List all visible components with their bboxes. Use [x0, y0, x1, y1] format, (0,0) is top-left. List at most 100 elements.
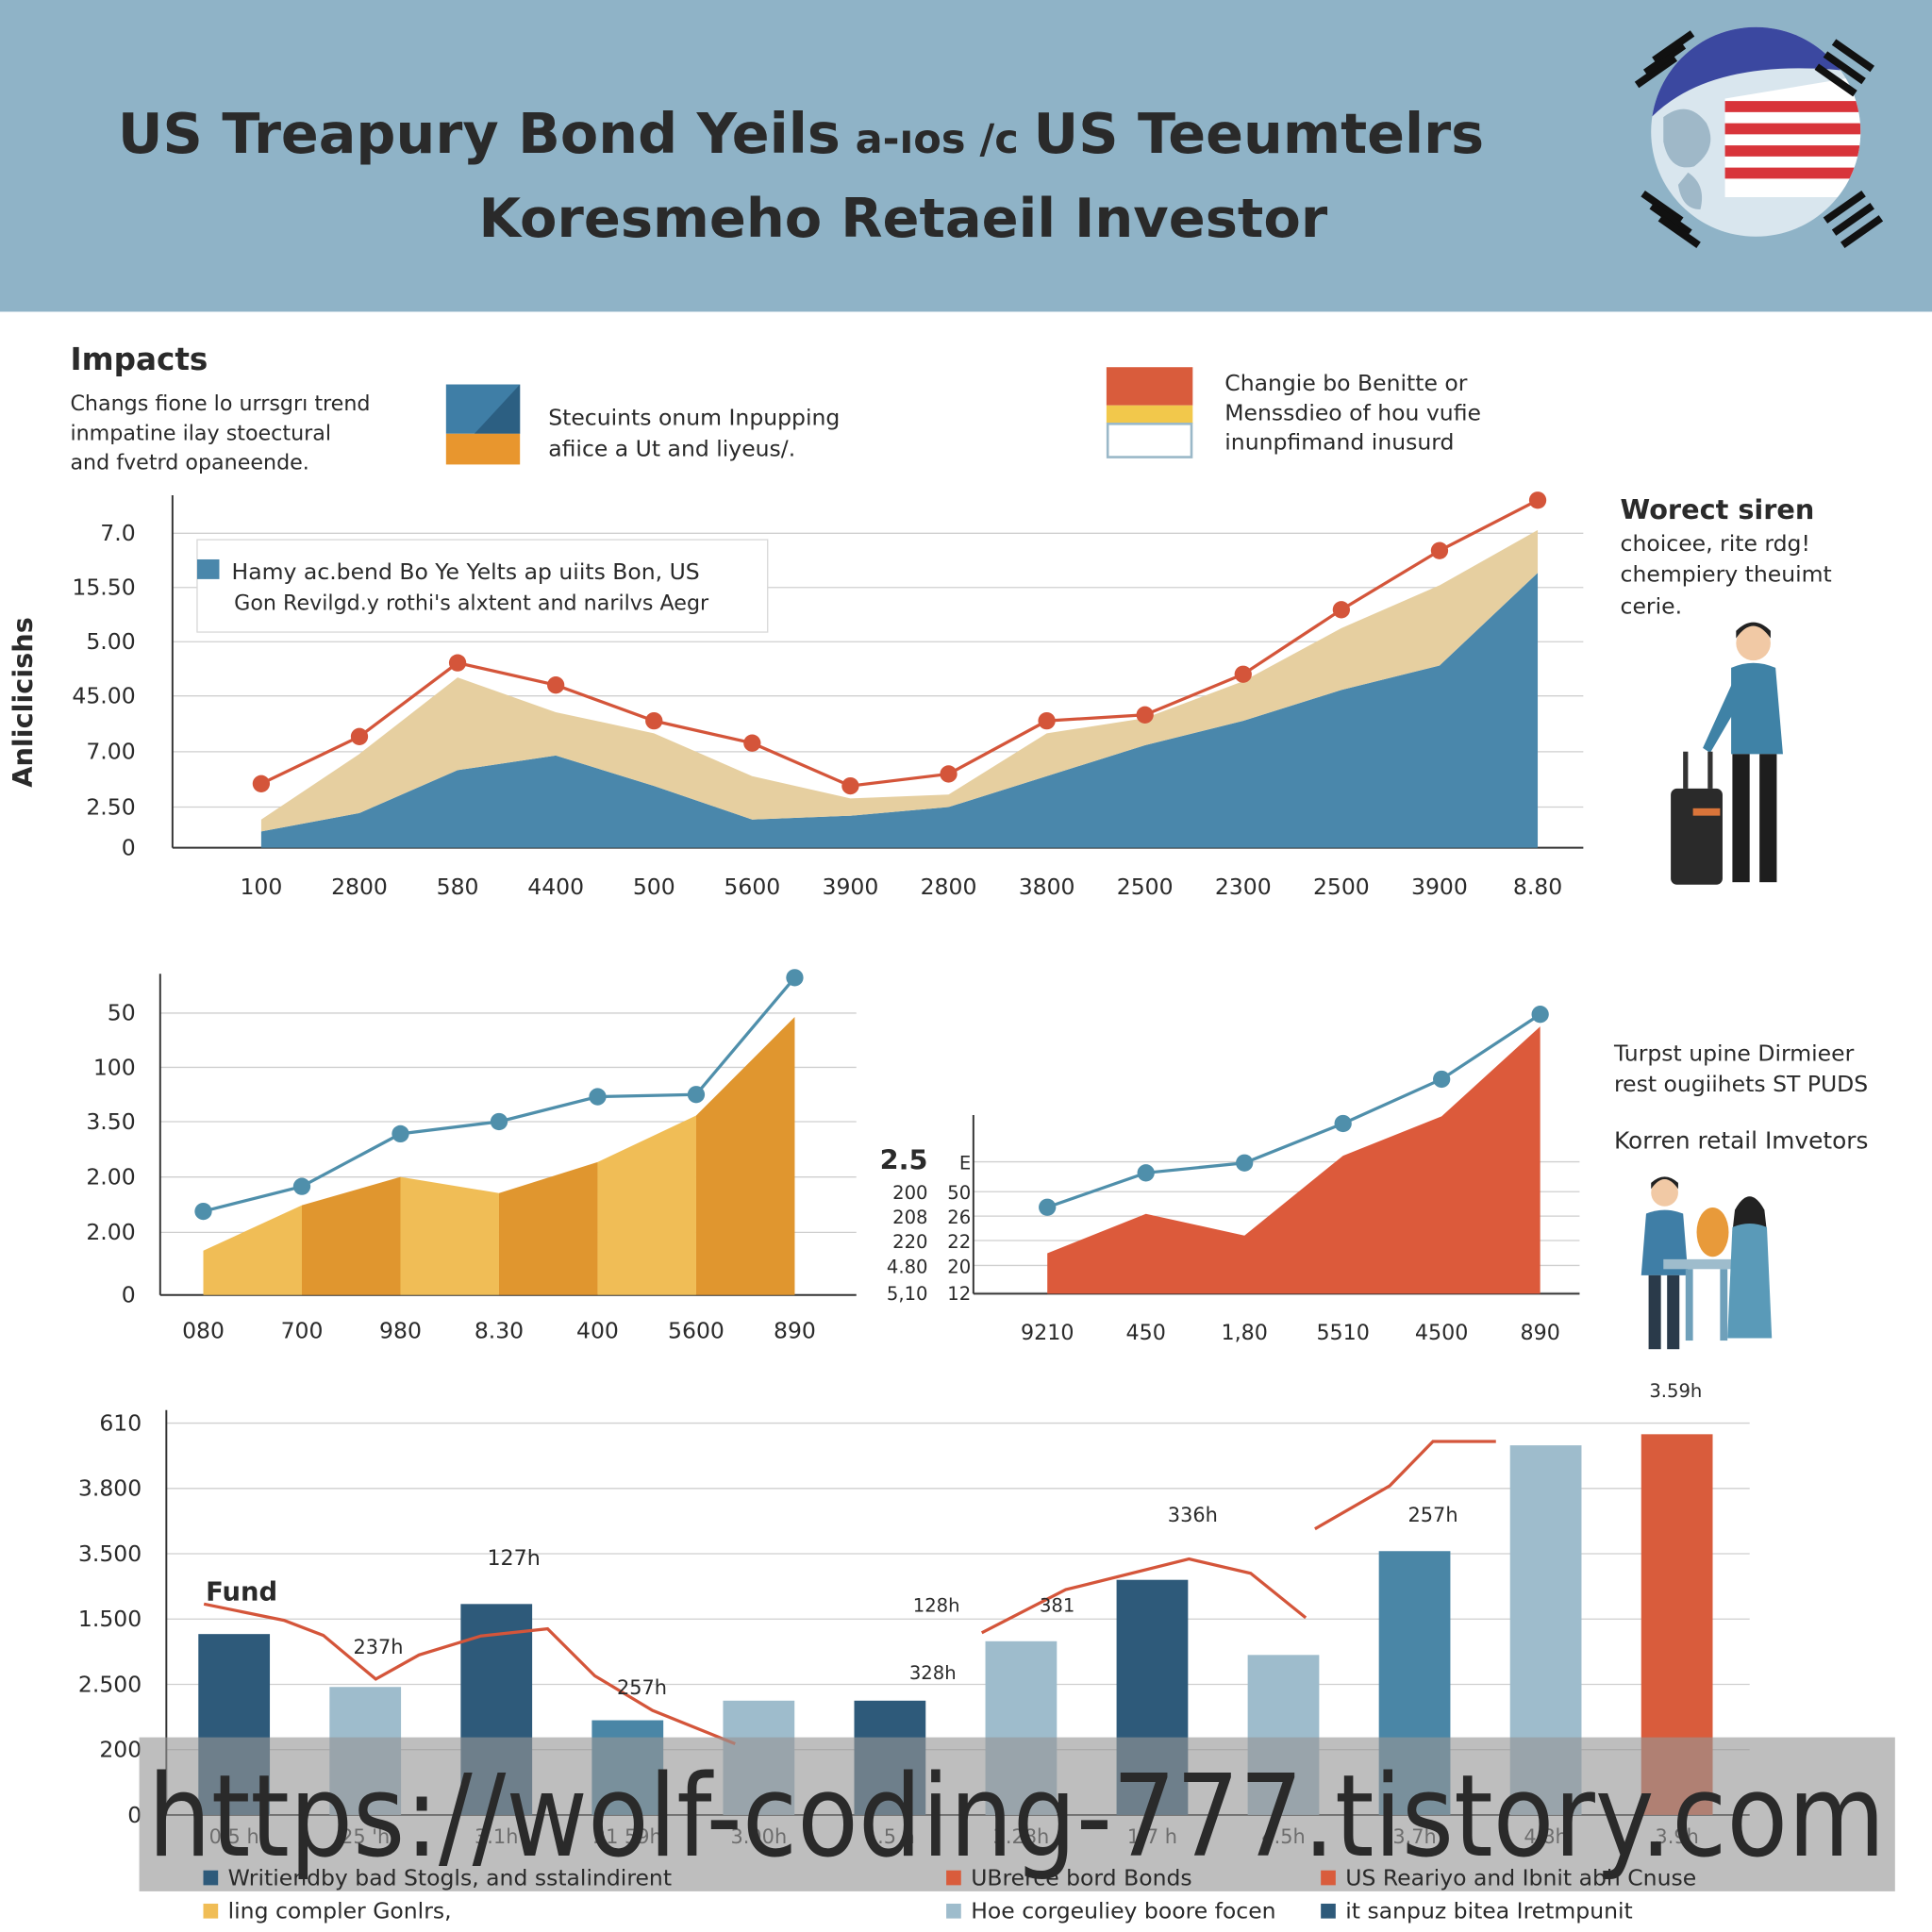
line	[203, 1440, 1496, 1745]
header-band	[0, 0, 1932, 312]
line-point	[1430, 541, 1449, 559]
y-tick-label: 50	[108, 1000, 136, 1026]
line-point	[350, 727, 369, 745]
line-point	[547, 676, 565, 694]
x-tick-label: 8.80	[1513, 874, 1562, 900]
x-tick-label: 5600	[668, 1317, 724, 1343]
area	[260, 573, 1539, 848]
key-text: afiice a Ut and liyeus/.	[548, 435, 795, 461]
line	[1046, 1012, 1541, 1209]
key-text: Menssdieo of hou vufie	[1224, 399, 1481, 425]
section-heading: Impacts	[70, 341, 208, 377]
annotation: 381	[1040, 1594, 1074, 1616]
x-tick-label: 8.30	[475, 1317, 524, 1343]
x-tick-label: 2800	[921, 874, 977, 900]
legend-label: US Reariyo and Ibnit abh Cnuse	[1345, 1864, 1696, 1890]
area	[260, 529, 1539, 832]
x-tick-label: 080	[182, 1317, 225, 1343]
x-tick-label: 980	[379, 1317, 422, 1343]
y-axis-label: Anliclicishs	[7, 617, 39, 788]
area-segment	[400, 1176, 499, 1295]
line-point	[1236, 1154, 1254, 1172]
legend-swatch	[946, 1870, 961, 1886]
y-tick-label: 2.50	[86, 793, 135, 820]
y2-tick-label: E	[959, 1152, 971, 1174]
x-tick-label: 890	[774, 1317, 816, 1343]
line-point	[252, 774, 271, 792]
line-point	[292, 1177, 311, 1195]
x-tick-label: 3900	[823, 874, 879, 900]
y-tick-label: 2.00	[86, 1219, 135, 1245]
y2-tick-label: 26	[947, 1207, 971, 1228]
y2-tick-label: 12	[947, 1283, 971, 1305]
x-tick-label: 2800	[331, 874, 388, 900]
key-swatch	[445, 433, 521, 465]
legend-note: Gon Revilgd.y rothi's alxtent and narilv…	[234, 591, 709, 616]
section-text: and fvetrd opaneende.	[70, 451, 308, 475]
line-point	[687, 1086, 706, 1104]
annotation: 3.59h	[1649, 1380, 1702, 1402]
line-point	[1038, 711, 1056, 730]
y-tick-label: 45.00	[72, 683, 135, 709]
chart: 5,10 4.80 220 208 200 2.5 12 20 22 26 50 E 9210 450 1,…	[880, 1006, 1580, 1345]
annotation: 237h	[353, 1636, 403, 1658]
side-heading: Worect siren	[1621, 493, 1815, 525]
legend-label: Hamy ac.bend Bo Ye Yelts ap uiits Bon, U…	[232, 558, 700, 585]
x-tick-label: 4400	[527, 874, 584, 900]
legend-box	[196, 539, 769, 633]
illustration-traveller	[1671, 622, 1783, 885]
x-tick-label: 2500	[1117, 874, 1174, 900]
legend-swatch	[1321, 1870, 1336, 1886]
x-tick-label: 890	[1520, 1321, 1559, 1345]
y-tick-label: 5.00	[86, 628, 135, 655]
line-point	[589, 1088, 607, 1106]
key-swatch	[1106, 405, 1193, 425]
legend-label: Writiendby bad Stogls, and sstalindirent	[228, 1864, 672, 1890]
area-segment	[302, 1176, 401, 1295]
y-tick-label: 7.0	[100, 520, 135, 546]
side-text: cerie.	[1621, 592, 1683, 619]
area-segment	[498, 1161, 598, 1295]
x-tick-label: 5510	[1316, 1321, 1369, 1345]
x-tick-label: 450	[1126, 1321, 1166, 1345]
line-point	[391, 1124, 409, 1143]
annotation: 257h	[1407, 1504, 1457, 1526]
legend-swatch	[203, 1903, 219, 1919]
line-point	[1234, 665, 1252, 683]
legend-label: Hoe corgeuliey boore focen	[971, 1898, 1275, 1924]
line-point	[841, 776, 859, 795]
annotation: Fund	[206, 1578, 277, 1607]
annotation: 128h	[913, 1594, 960, 1616]
y-tick-label: 15.50	[72, 575, 135, 601]
area-segment	[203, 1205, 302, 1295]
line-point	[448, 654, 467, 672]
x-tick-label: 100	[240, 874, 282, 900]
line-point	[490, 1112, 508, 1131]
x-tick-label: 700	[281, 1317, 324, 1343]
title-part: US Teeumtelrs	[1034, 101, 1485, 166]
y-tick-label: 2.500	[78, 1671, 142, 1697]
x-tick-label: 580	[437, 874, 479, 900]
y-tick-label: 1.500	[78, 1606, 142, 1632]
annotation: 257h	[617, 1676, 667, 1699]
x-tick-label: 5600	[724, 874, 780, 900]
side-text: chempiery theuimt	[1621, 560, 1832, 587]
y2-tick-label: 22	[947, 1231, 971, 1253]
chart: 0 2.00 2.00 3.50 100 50 080 700 980 8.30 400 5600 89…	[86, 969, 857, 1343]
y-tick-label: 2.5	[880, 1143, 928, 1175]
legend-label: it sanpuz bitea Iretmpunit	[1345, 1898, 1632, 1924]
section-text: Changs fione lo urrsgrı trend	[70, 391, 370, 416]
x-tick-label: 1,80	[1221, 1321, 1267, 1345]
annotation: 127h	[487, 1546, 540, 1571]
line-point	[1334, 1114, 1352, 1133]
x-tick-label: 4500	[1415, 1321, 1468, 1345]
legend-label: UBrerce bord Bonds	[971, 1864, 1191, 1890]
key-text: inunpfimand inusurd	[1224, 429, 1454, 456]
line-point	[1531, 1006, 1549, 1024]
y-tick-label: 0	[122, 834, 136, 860]
key-swatch	[1106, 367, 1193, 406]
y-tick-label: 3.500	[78, 1541, 142, 1567]
